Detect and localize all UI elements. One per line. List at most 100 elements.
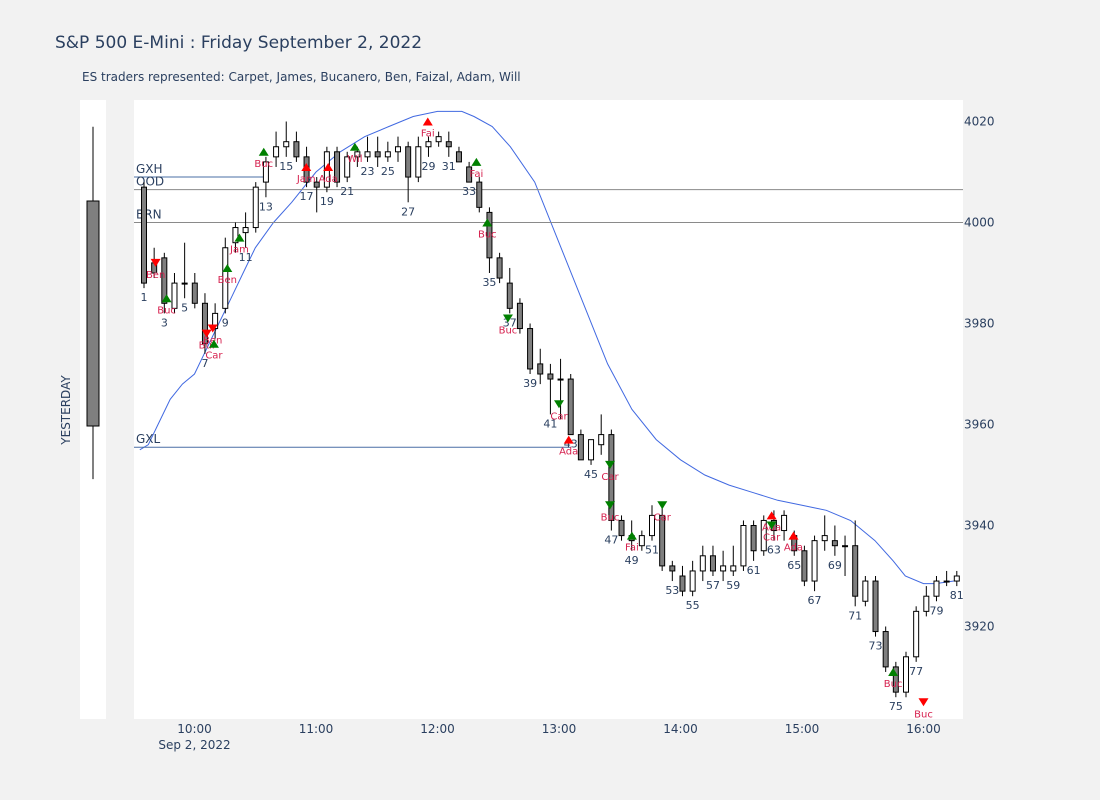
candle-body <box>395 146 401 153</box>
candle-64 <box>781 510 788 541</box>
candle-11: 11 <box>239 212 253 264</box>
candle-81: 81 <box>950 570 964 602</box>
candle-16 <box>293 131 300 162</box>
trade-label: Car <box>601 472 619 483</box>
candle-44 <box>577 429 584 461</box>
candle-39: 39 <box>523 323 537 390</box>
candle-57: 57 <box>706 545 720 592</box>
candle-38 <box>516 298 523 334</box>
trade-label: Buc <box>254 159 273 170</box>
candle-number: 25 <box>381 165 395 178</box>
chart-title: S&P 500 E-Mini : Friday September 2, 202… <box>55 33 423 53</box>
trade-label: Car <box>550 411 568 422</box>
candle-body <box>618 519 625 537</box>
trade-label: Fai <box>470 169 484 180</box>
candle-54 <box>679 565 686 597</box>
trade-marker-12: Fai <box>421 117 435 140</box>
candle-76 <box>903 651 909 698</box>
trade-arrow <box>788 531 799 540</box>
candle-body <box>598 434 605 446</box>
candle-number: 29 <box>421 160 435 173</box>
trade-label: Ben <box>203 336 222 347</box>
candle-number: 7 <box>201 357 208 370</box>
candle-body <box>669 565 676 572</box>
trade-marker-3: Bul <box>199 329 215 352</box>
candle-40 <box>537 348 544 385</box>
candle-14 <box>273 131 280 167</box>
candle-number: 9 <box>222 316 229 329</box>
x-tick-label: 16:00 <box>906 722 941 736</box>
trade-arrow <box>918 698 929 707</box>
candle-body <box>262 161 269 183</box>
candle-number: 45 <box>584 468 598 481</box>
candle-body <box>943 580 950 583</box>
trade-arrow <box>657 501 668 510</box>
candle-23: 23 <box>361 136 375 178</box>
candle-body <box>445 141 452 148</box>
candle-number: 31 <box>442 160 456 173</box>
candle-body <box>435 136 442 143</box>
candle-body <box>547 373 554 380</box>
candle-body <box>557 378 564 381</box>
candle-body <box>527 328 534 370</box>
candle-52 <box>659 505 666 571</box>
trade-marker-18: Car <box>601 460 620 483</box>
candle-72 <box>862 576 869 607</box>
trade-arrow <box>161 294 172 303</box>
candle-77: 77 <box>909 606 923 678</box>
candle-number: 69 <box>828 559 842 572</box>
trade-label: Buc <box>499 325 518 336</box>
candle-7: 7 <box>201 293 208 370</box>
candle-15: 15 <box>279 121 293 173</box>
candle-42 <box>557 358 564 420</box>
candle-body <box>455 151 462 163</box>
level-label-ood: OOD <box>136 175 164 189</box>
candle-body <box>374 151 381 158</box>
trade-marker-4: Ben <box>203 324 222 347</box>
candle-body <box>384 151 391 158</box>
candle-73: 73 <box>869 576 883 653</box>
trade-label: Buc <box>914 709 933 720</box>
candle-75: 75 <box>889 661 903 713</box>
trade-marker-25: Buc <box>884 667 902 690</box>
trade-marker-11: Wil <box>347 142 362 165</box>
candle-body <box>334 151 341 183</box>
candle-body <box>862 580 869 602</box>
candle-body <box>354 151 361 158</box>
candle-body <box>811 540 818 582</box>
candle-69: 69 <box>828 525 842 572</box>
candle-number: 17 <box>300 190 314 203</box>
candle-body <box>567 378 574 436</box>
candle-number: 27 <box>401 205 415 218</box>
candle-body <box>141 186 147 284</box>
candle-body <box>283 141 290 148</box>
trade-marker-14: Buc <box>478 218 497 241</box>
candle-body <box>852 545 859 597</box>
trade-marker-2: Buc <box>157 294 176 316</box>
candle-body <box>476 181 483 208</box>
candle-number: 11 <box>239 251 253 264</box>
trade-marker-15: Buc <box>499 314 518 336</box>
trade-arrow <box>626 531 637 540</box>
candle-body <box>872 580 879 633</box>
candle-26 <box>395 136 401 162</box>
candle-body <box>496 257 503 279</box>
yesterday-label: YESTERDAY <box>59 375 73 446</box>
candle-number: 5 <box>181 301 188 314</box>
candle-74 <box>882 626 889 672</box>
x-tick-label: 14:00 <box>663 722 698 736</box>
ema-layer <box>139 110 954 585</box>
trade-label: Fai <box>421 129 435 140</box>
candle-13: 13 <box>259 156 273 213</box>
candle-body <box>232 227 239 244</box>
trade-label: Wil <box>347 154 362 165</box>
ema-line <box>139 110 954 585</box>
candle-body <box>882 631 889 668</box>
candle-number: 3 <box>161 316 168 329</box>
trade-arrow <box>301 162 312 171</box>
trade-marker-8: Buc <box>254 147 273 170</box>
trade-marker-26: Buc <box>914 698 933 720</box>
candle-number: 15 <box>279 160 293 173</box>
